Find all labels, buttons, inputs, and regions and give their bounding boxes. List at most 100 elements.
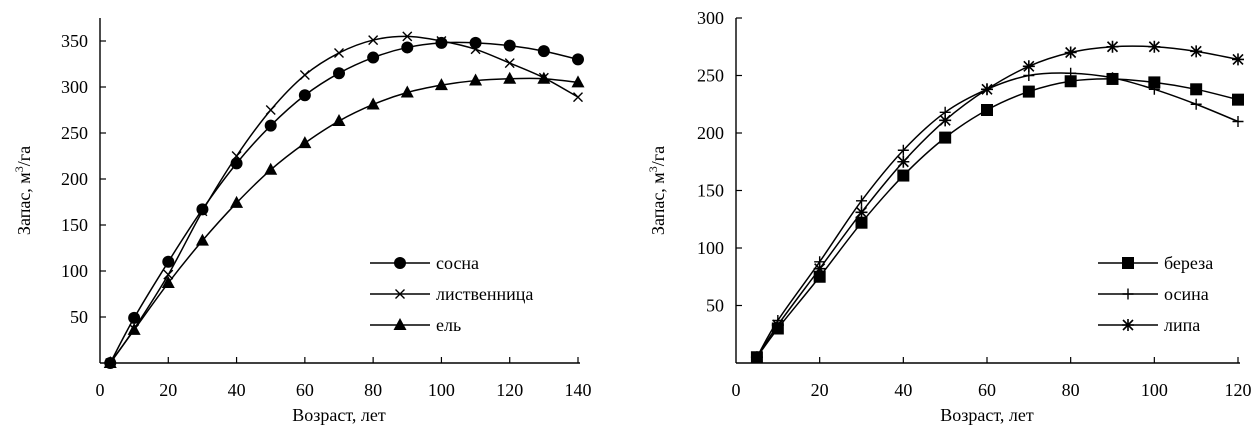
y-tick-label: 50 xyxy=(70,307,88,327)
data-point xyxy=(128,311,141,324)
legend-entry: липа xyxy=(1098,315,1200,335)
legend-entry: ель xyxy=(370,315,461,335)
data-point xyxy=(402,31,413,42)
y-tick-label: 200 xyxy=(61,169,88,189)
data-point xyxy=(368,35,379,46)
x-tick-label: 120 xyxy=(496,380,523,400)
data-point xyxy=(469,73,483,86)
data-point xyxy=(197,206,208,217)
x-tick-label: 100 xyxy=(428,380,455,400)
data-point xyxy=(1148,40,1161,53)
series-line xyxy=(109,77,579,364)
data-point xyxy=(503,39,516,52)
data-point xyxy=(573,92,583,103)
data-point xyxy=(1065,67,1077,79)
data-point xyxy=(571,75,585,88)
data-point xyxy=(1148,83,1160,95)
data-point xyxy=(981,104,993,116)
series-circle xyxy=(104,36,584,369)
y-tick-label: 250 xyxy=(697,66,724,86)
data-point xyxy=(1148,76,1161,89)
y-axis-title: Запас, м3/га xyxy=(12,146,34,235)
data-point xyxy=(334,47,344,58)
x-tick-label: 40 xyxy=(228,380,246,400)
data-point xyxy=(163,269,174,280)
data-point xyxy=(939,131,952,144)
data-point xyxy=(231,151,242,161)
data-point xyxy=(855,206,868,219)
y-tick-label: 350 xyxy=(61,31,88,51)
x-tick-label: 0 xyxy=(732,380,741,400)
legend-label: ель xyxy=(436,315,461,335)
legend-marker xyxy=(1122,288,1134,300)
legend-marker xyxy=(1122,257,1134,269)
data-point xyxy=(333,67,345,80)
legend-entry: сосна xyxy=(370,253,479,273)
data-point xyxy=(750,351,763,364)
x-tick-label: 60 xyxy=(978,380,996,400)
data-point xyxy=(195,233,209,246)
data-point xyxy=(856,195,867,207)
data-point xyxy=(161,275,175,288)
y-tick-label: 50 xyxy=(706,296,724,316)
data-point xyxy=(572,53,584,66)
chart-left: 0 20 40 60 80 100 120 140 50 100 150 200 250 300 350 Во… xyxy=(12,18,592,425)
legend-marker xyxy=(394,257,406,269)
x-axis-title: Возраст, лет xyxy=(292,405,386,425)
data-point xyxy=(855,216,868,229)
y-tick-label: 300 xyxy=(61,77,88,97)
legend-label: лиственница xyxy=(436,284,533,304)
data-point xyxy=(1232,93,1244,106)
chart-right: 0 20 40 60 80 100 120 50 100 150 200 250 300 Возраст,… xyxy=(646,8,1252,425)
data-point xyxy=(897,144,909,156)
data-point xyxy=(299,70,310,81)
legend-marker xyxy=(395,289,405,299)
data-point xyxy=(1064,46,1077,59)
legend-entry: лиственница xyxy=(370,284,533,304)
data-point xyxy=(1107,72,1118,84)
data-point xyxy=(264,162,278,175)
x-tick-label: 20 xyxy=(811,380,829,400)
data-point xyxy=(230,195,244,208)
data-point xyxy=(1190,83,1203,96)
data-point xyxy=(813,262,826,275)
series-star xyxy=(750,40,1244,364)
data-point xyxy=(367,51,380,64)
series-line xyxy=(109,41,579,364)
data-point xyxy=(939,114,952,127)
x-tick-label: 0 xyxy=(96,380,105,400)
legend-label: береза xyxy=(1164,253,1213,273)
data-point xyxy=(1022,60,1035,73)
data-point xyxy=(127,322,141,335)
y-tick-label: 150 xyxy=(697,181,724,201)
legend-label: липа xyxy=(1164,315,1200,335)
data-point xyxy=(1022,85,1035,98)
y-tick-label: 200 xyxy=(697,123,724,143)
data-point xyxy=(162,255,175,268)
y-tick-label: 250 xyxy=(61,123,88,143)
data-point xyxy=(435,36,448,49)
legend-entry: береза xyxy=(1098,253,1213,273)
x-tick-label: 120 xyxy=(1225,380,1252,400)
series-line xyxy=(109,35,579,364)
data-point xyxy=(401,41,414,54)
data-point xyxy=(1190,45,1203,58)
data-point xyxy=(1064,75,1077,88)
data-point xyxy=(897,169,910,182)
y-tick-label: 300 xyxy=(697,8,724,28)
x-tick-label: 80 xyxy=(364,380,382,400)
y-tick-label: 100 xyxy=(697,238,724,258)
data-point xyxy=(771,319,784,332)
x-tick-label: 60 xyxy=(296,380,314,400)
data-point xyxy=(400,85,414,98)
data-point xyxy=(298,89,311,102)
data-point xyxy=(503,71,517,84)
legend-marker xyxy=(393,318,407,330)
data-point xyxy=(103,356,117,368)
data-point xyxy=(366,97,380,110)
data-point xyxy=(469,36,482,49)
data-point xyxy=(265,105,276,115)
x-tick-label: 100 xyxy=(1141,380,1168,400)
series-square xyxy=(750,72,1244,364)
